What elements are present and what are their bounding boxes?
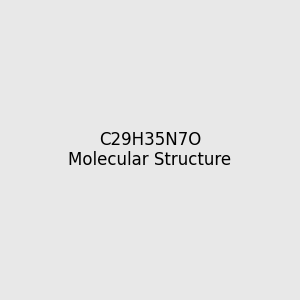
Text: C29H35N7O
Molecular Structure: C29H35N7O Molecular Structure xyxy=(68,130,232,170)
